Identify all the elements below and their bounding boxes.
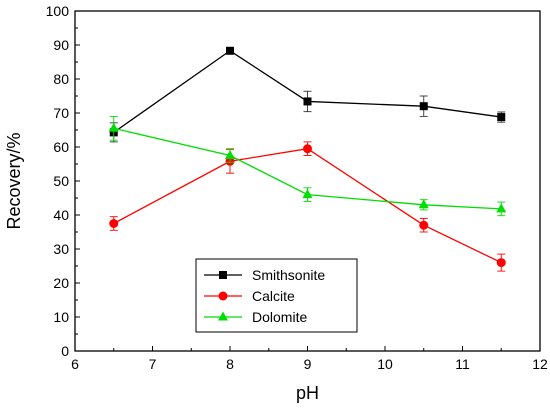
smithsonite-point: [419, 102, 428, 111]
dolomite-point: [418, 199, 429, 209]
x-axis-label: pH: [296, 383, 319, 403]
dolomite-point: [496, 203, 507, 213]
smithsonite-point: [303, 97, 312, 106]
dolomite-point: [225, 150, 235, 159]
calcite-point: [109, 219, 119, 228]
x-tick-label-11: 11: [455, 356, 470, 372]
x-tick-label-7: 7: [149, 356, 157, 372]
y-tick-label-0: 0: [61, 343, 69, 359]
dolomite-point: [108, 122, 119, 132]
calcite-point: [303, 144, 312, 154]
y-tick-label-90: 90: [53, 37, 69, 53]
legend-item-dolomite: Dolomite: [204, 309, 307, 325]
legend-marker-smithsonite: [219, 271, 227, 279]
smithsonite-point: [226, 46, 234, 55]
x-tick-label-8: 8: [226, 356, 234, 372]
series-calcite: [109, 141, 506, 272]
legend-label-dolomite: Dolomite: [252, 309, 307, 325]
smithsonite-point: [497, 113, 506, 122]
series-layer: [108, 46, 507, 272]
dolomite-point: [302, 189, 313, 199]
legend-marker-calcite: [218, 291, 228, 301]
y-axis-label: Recovery/%: [4, 132, 24, 229]
y-tick-label-20: 20: [53, 275, 69, 291]
y-tick-label-100: 100: [46, 3, 70, 19]
legend-label-smithsonite: Smithsonite: [252, 267, 325, 283]
series-smithsonite: [109, 46, 506, 143]
legend-item-calcite: Calcite: [204, 288, 295, 304]
legend-items: Smithsonite Calcite Dolomite: [204, 267, 325, 325]
x-tick-label-12: 12: [532, 356, 548, 372]
legend: Smithsonite Calcite Dolomite: [195, 258, 358, 333]
y-tick-label-50: 50: [53, 173, 69, 189]
x-tick-label-9: 9: [304, 356, 312, 372]
ticks-layer: 6 7 8 9 10 11 12 0 10 20 30 40 50 60 70 80 90 100: [46, 3, 548, 372]
x-tick-label-10: 10: [377, 356, 393, 372]
y-tick-label-60: 60: [53, 139, 69, 155]
y-tick-label-80: 80: [53, 71, 69, 87]
y-tick-label-40: 40: [53, 207, 69, 223]
legend-label-calcite: Calcite: [252, 288, 295, 304]
calcite-point: [419, 220, 429, 230]
y-tick-label-10: 10: [53, 309, 69, 325]
x-tick-label-6: 6: [71, 356, 79, 372]
calcite-point: [496, 258, 506, 268]
legend-marker-dolomite: [218, 311, 228, 321]
series-dolomite: [108, 115, 507, 217]
y-tick-label-70: 70: [53, 105, 69, 121]
y-tick-label-30: 30: [53, 241, 69, 257]
legend-item-smithsonite: Smithsonite: [204, 267, 325, 283]
